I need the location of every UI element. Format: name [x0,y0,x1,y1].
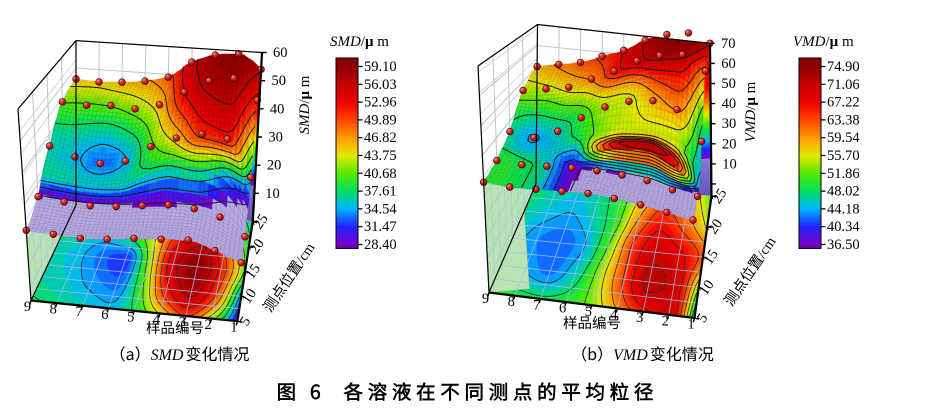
svg-text:40.34: 40.34 [827,219,860,235]
svg-text:52.96: 52.96 [364,95,397,111]
svg-text:5: 5 [127,309,134,325]
svg-text:7: 7 [75,304,82,320]
svg-text:6: 6 [559,301,566,317]
svg-text:9: 9 [482,291,489,307]
svg-text:10: 10 [265,186,280,202]
svg-text:50: 50 [272,73,287,89]
svg-text:40.68: 40.68 [364,166,397,182]
svg-text:3: 3 [636,310,643,326]
svg-text:9: 9 [24,299,31,315]
svg-text:31.47: 31.47 [364,219,397,235]
svg-text:37.61: 37.61 [364,184,397,200]
svg-text:67.22: 67.22 [827,95,860,111]
svg-text:4: 4 [153,312,161,328]
svg-text:60: 60 [721,56,736,72]
svg-text:63.38: 63.38 [827,112,860,128]
svg-text:VMD/μ m: VMD/μ m [743,81,759,142]
svg-text:48.02: 48.02 [827,184,860,200]
svg-text:20: 20 [267,158,282,174]
svg-text:36.50: 36.50 [827,237,860,253]
svg-text:4: 4 [610,307,618,323]
svg-text:20: 20 [722,136,737,152]
svg-text:2: 2 [662,313,669,329]
svg-text:46.82: 46.82 [364,130,397,146]
svg-text:8: 8 [508,294,515,310]
svg-text:28.40: 28.40 [364,237,397,253]
svg-text:2: 2 [204,317,211,333]
svg-text:44.18: 44.18 [827,201,860,217]
svg-text:SMD/μ m: SMD/μ m [297,75,313,134]
svg-text:71.06: 71.06 [827,77,860,93]
svg-text:30: 30 [722,116,737,132]
svg-text:SMD/μ m: SMD/μ m [330,34,389,50]
svg-text:SMD: SMD [151,347,184,364]
svg-text:6: 6 [101,307,108,323]
svg-text:1: 1 [687,317,694,333]
svg-text:56.03: 56.03 [364,77,397,93]
svg-text:34.54: 34.54 [364,201,397,217]
svg-text:VMD/μ m: VMD/μ m [793,34,854,50]
svg-text:70: 70 [721,36,736,52]
svg-text:30: 30 [268,130,283,146]
svg-text:7: 7 [533,297,540,313]
svg-text:40: 40 [722,96,737,112]
svg-text:74.90: 74.90 [827,59,860,75]
svg-text:10: 10 [722,156,737,172]
svg-text:40: 40 [270,101,285,117]
svg-text:50: 50 [721,76,736,92]
svg-text:51.86: 51.86 [827,166,860,182]
svg-text:59.10: 59.10 [364,59,397,75]
svg-text:8: 8 [50,302,57,318]
svg-text:60: 60 [273,45,288,61]
svg-text:VMD: VMD [613,347,648,364]
svg-text:43.75: 43.75 [364,148,397,164]
svg-text:49.89: 49.89 [364,112,397,128]
svg-text:1: 1 [230,320,237,336]
svg-text:55.70: 55.70 [827,148,860,164]
svg-text:5: 5 [585,304,592,320]
svg-text:59.54: 59.54 [827,130,860,146]
